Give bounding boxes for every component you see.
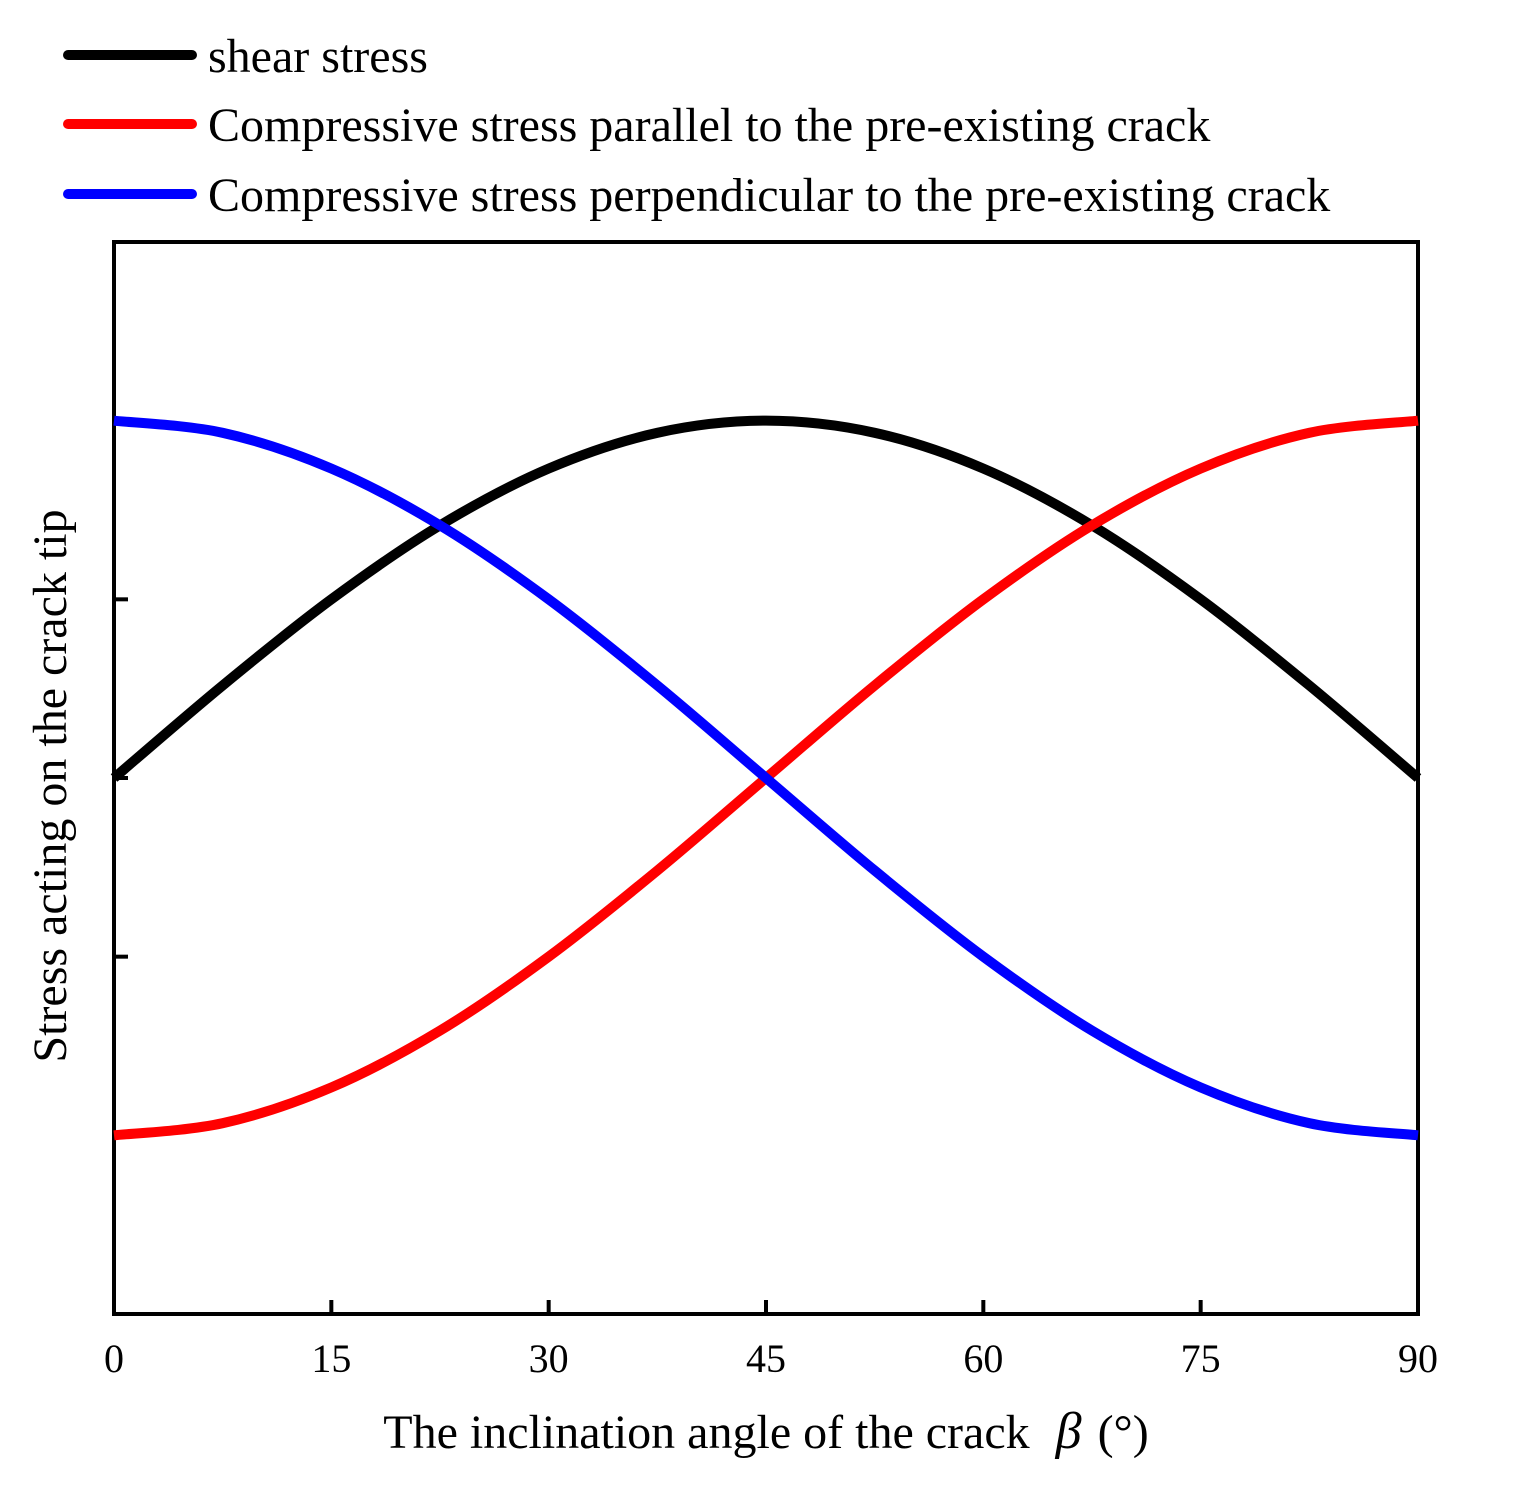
series-line-shear-stress [110,415,1422,782]
x-tick-label-15: 15 [311,1336,351,1381]
legend-label-compressive-perpendicular: Compressive stress perpendicular to the … [208,169,1330,222]
legend-entry-shear-stress: shear stress [63,30,428,83]
y-axis-label: Stress acting on the crack tip [24,509,77,1062]
series-group [110,415,1422,1141]
legend-entry-compressive-parallel: Compressive stress parallel to the pre-e… [63,99,1210,152]
x-axis-label-text: The inclination angle of the crack [383,1406,1029,1459]
legend-label-shear-stress: shear stress [208,30,428,83]
x-axis-label-unit: (°) [1098,1406,1149,1459]
legend-entry-compressive-perpendicular: Compressive stress perpendicular to the … [63,169,1330,222]
legend-label-compressive-parallel: Compressive stress parallel to the pre-e… [208,99,1210,152]
x-tick-label-30: 30 [529,1336,569,1381]
x-axis-label-symbol: β [1055,1403,1082,1460]
legend: shear stress Compressive stress parallel… [63,30,1330,222]
series-line-compressive-perpendicular [113,415,1419,1141]
x-tick-label-60: 60 [963,1336,1003,1381]
x-tick-label-90: 90 [1398,1336,1438,1381]
x-tick-label-45: 45 [746,1336,786,1381]
x-axis-ticks: 0 15 30 45 60 75 90 [104,1300,1438,1381]
x-tick-label-0: 0 [104,1336,124,1381]
x-axis-label: The inclination angle of the crack β (°) [383,1403,1148,1460]
x-tick-label-75: 75 [1181,1336,1221,1381]
